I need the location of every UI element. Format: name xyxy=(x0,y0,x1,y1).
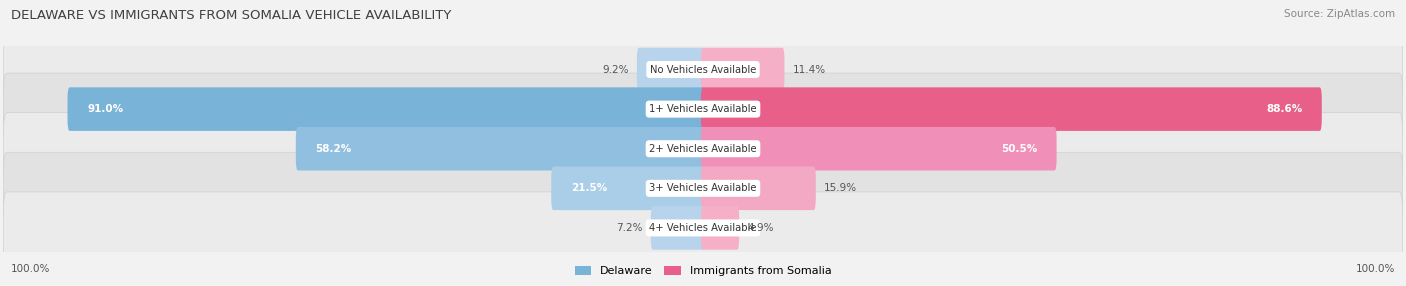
Text: 50.5%: 50.5% xyxy=(1001,144,1038,154)
Text: 4.9%: 4.9% xyxy=(748,223,775,233)
FancyBboxPatch shape xyxy=(67,87,704,131)
FancyBboxPatch shape xyxy=(651,206,704,250)
Text: 58.2%: 58.2% xyxy=(315,144,352,154)
Text: 4+ Vehicles Available: 4+ Vehicles Available xyxy=(650,223,756,233)
FancyBboxPatch shape xyxy=(3,152,1403,224)
Text: 2+ Vehicles Available: 2+ Vehicles Available xyxy=(650,144,756,154)
Text: 15.9%: 15.9% xyxy=(824,183,858,193)
Text: 9.2%: 9.2% xyxy=(602,65,628,75)
Text: 100.0%: 100.0% xyxy=(11,264,51,274)
Legend: Delaware, Immigrants from Somalia: Delaware, Immigrants from Somalia xyxy=(571,261,835,281)
FancyBboxPatch shape xyxy=(637,48,704,91)
FancyBboxPatch shape xyxy=(3,192,1403,264)
FancyBboxPatch shape xyxy=(702,166,815,210)
Text: 100.0%: 100.0% xyxy=(1355,264,1395,274)
FancyBboxPatch shape xyxy=(702,206,740,250)
Text: 1+ Vehicles Available: 1+ Vehicles Available xyxy=(650,104,756,114)
Text: 7.2%: 7.2% xyxy=(616,223,643,233)
FancyBboxPatch shape xyxy=(3,73,1403,145)
Text: No Vehicles Available: No Vehicles Available xyxy=(650,65,756,75)
Text: DELAWARE VS IMMIGRANTS FROM SOMALIA VEHICLE AVAILABILITY: DELAWARE VS IMMIGRANTS FROM SOMALIA VEHI… xyxy=(11,9,451,21)
FancyBboxPatch shape xyxy=(551,166,704,210)
Text: 3+ Vehicles Available: 3+ Vehicles Available xyxy=(650,183,756,193)
Text: 88.6%: 88.6% xyxy=(1265,104,1302,114)
FancyBboxPatch shape xyxy=(702,48,785,91)
Text: 11.4%: 11.4% xyxy=(793,65,825,75)
Text: 91.0%: 91.0% xyxy=(87,104,124,114)
FancyBboxPatch shape xyxy=(3,33,1403,106)
FancyBboxPatch shape xyxy=(3,113,1403,185)
FancyBboxPatch shape xyxy=(702,127,1056,170)
FancyBboxPatch shape xyxy=(295,127,704,170)
Text: Source: ZipAtlas.com: Source: ZipAtlas.com xyxy=(1284,9,1395,19)
Text: 21.5%: 21.5% xyxy=(571,183,607,193)
FancyBboxPatch shape xyxy=(702,87,1322,131)
